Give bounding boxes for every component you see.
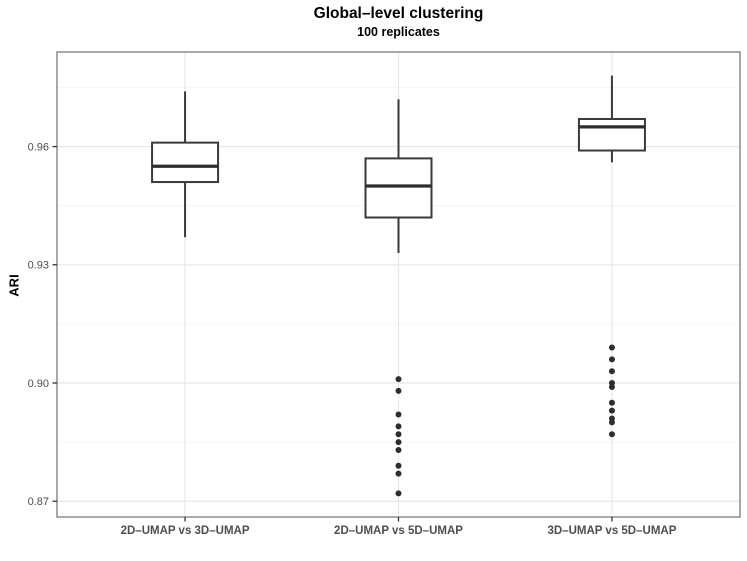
outlier-point: [608, 431, 615, 438]
outlier-point: [395, 490, 402, 497]
outlier-point: [395, 447, 402, 454]
outlier-point: [608, 344, 615, 351]
y-tick-label: 0.93: [28, 260, 49, 272]
x-category-label: 3D–UMAP vs 5D–UMAP: [547, 525, 676, 537]
outlier-point: [395, 376, 402, 383]
outlier-point: [395, 423, 402, 430]
x-category-label: 2D–UMAP vs 5D–UMAP: [334, 525, 463, 537]
x-category-label: 2D–UMAP vs 3D–UMAP: [121, 525, 250, 537]
iqr-box: [364, 157, 433, 219]
iqr-box: [577, 117, 646, 152]
outlier-point: [395, 470, 402, 477]
y-tick-label: 0.90: [28, 378, 49, 390]
iqr-box: [151, 141, 220, 184]
outlier-point: [608, 368, 615, 375]
chart-subtitle: 100 replicates: [357, 25, 440, 39]
outlier-point: [395, 462, 402, 469]
outlier-point: [395, 431, 402, 438]
chart-title: Global–level clustering: [313, 5, 484, 22]
outlier-point: [608, 356, 615, 363]
outlier-point: [395, 439, 402, 446]
outlier-point: [608, 419, 615, 426]
outlier-point: [395, 411, 402, 418]
y-tick-label: 0.96: [28, 141, 49, 153]
outlier-point: [608, 399, 615, 406]
y-tick-label: 0.87: [28, 496, 49, 508]
box-group: [151, 91, 220, 238]
outlier-point: [608, 383, 615, 390]
box-group: [577, 75, 646, 438]
outlier-point: [395, 387, 402, 394]
outlier-point: [608, 407, 615, 414]
box-group: [364, 99, 433, 497]
y-axis-title: ARI: [6, 274, 22, 297]
